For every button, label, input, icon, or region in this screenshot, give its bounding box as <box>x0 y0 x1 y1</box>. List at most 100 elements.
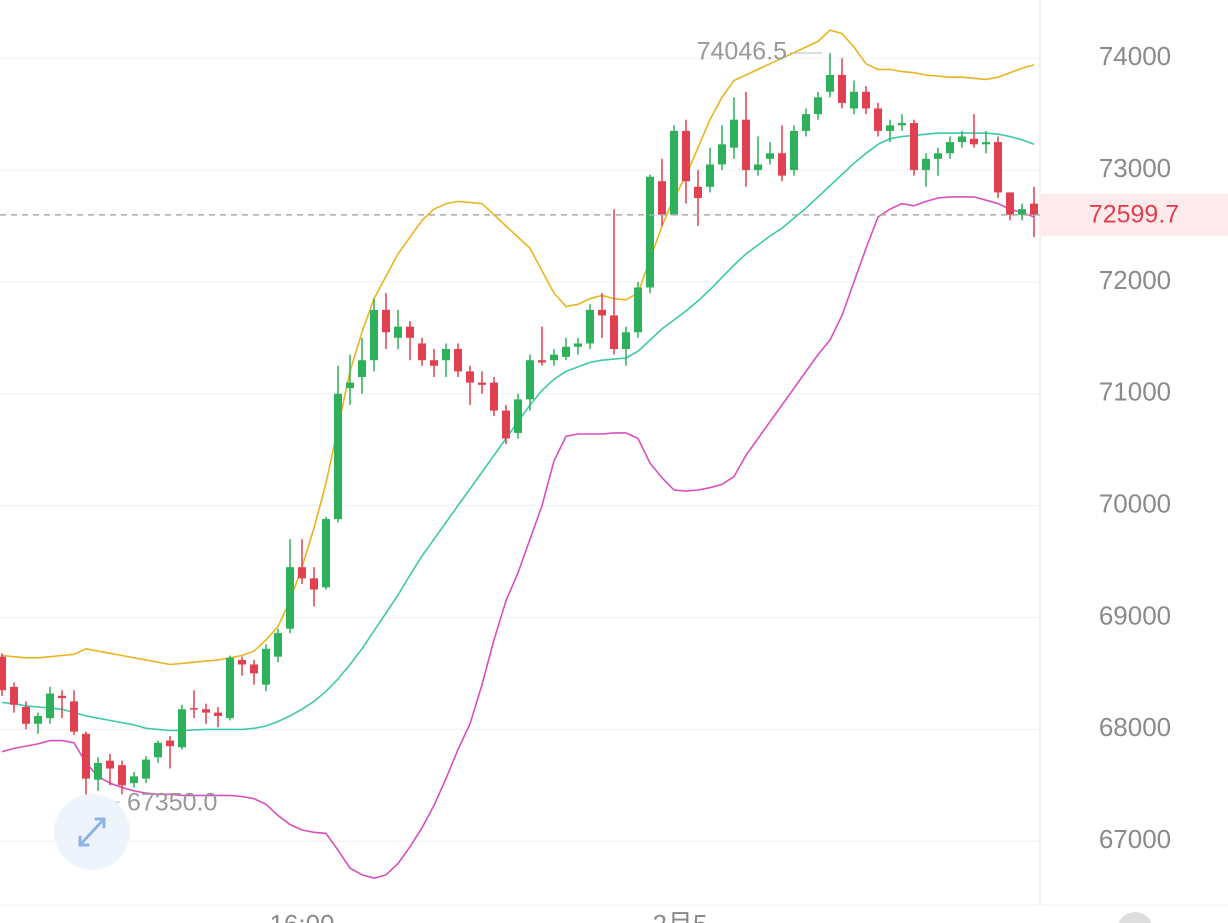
candle-body <box>1030 203 1038 215</box>
candle-body <box>874 108 882 131</box>
candle-body <box>502 410 510 439</box>
candle-body <box>250 664 258 674</box>
candle-body <box>790 130 798 171</box>
candle-body <box>22 706 30 724</box>
candle-body <box>34 715 42 724</box>
candle-body <box>394 326 402 338</box>
candle-body <box>466 371 474 383</box>
candle-body <box>226 657 234 719</box>
candle-body <box>742 119 750 171</box>
candle-body <box>766 153 774 159</box>
zoom-button[interactable] <box>54 794 130 870</box>
candle-body <box>562 346 570 357</box>
candle-body <box>586 309 594 344</box>
candle-body <box>994 142 1002 193</box>
candle-body <box>598 309 606 316</box>
y-tick-label: 70000 <box>1099 489 1171 519</box>
candle-body <box>706 164 714 187</box>
candle-body <box>610 315 618 350</box>
candle-body <box>1018 209 1026 215</box>
candle-body <box>898 123 906 126</box>
candle-body <box>802 114 810 131</box>
candle-body <box>130 776 138 784</box>
min-label: 67350.0 <box>127 789 217 817</box>
band-line <box>1 196 1035 880</box>
band-line <box>1 29 1035 666</box>
candle-body <box>298 567 306 579</box>
y-tick-label: 74000 <box>1099 41 1171 71</box>
candle-body <box>574 343 582 347</box>
candle-body <box>286 567 294 629</box>
candle-body <box>442 349 450 361</box>
candle-body <box>622 332 630 350</box>
candle-body <box>418 343 426 361</box>
y-tick-label: 69000 <box>1099 600 1171 630</box>
candle-body <box>190 708 198 710</box>
candle-body <box>538 360 546 363</box>
plot: 67000 68000 69000 70000 71000 72000 73000 74000… <box>0 29 1228 923</box>
candle-body <box>94 762 102 780</box>
candle-body <box>778 153 786 176</box>
last-price-label: 72599.7 <box>1089 200 1179 228</box>
candle-body <box>358 360 366 377</box>
candle-body <box>550 354 558 361</box>
candle-body <box>826 74 834 92</box>
candle-body <box>46 693 54 719</box>
candle-body <box>310 578 318 590</box>
candle-body <box>166 740 174 747</box>
y-tick-label: 72000 <box>1099 265 1171 295</box>
candle-body <box>370 309 378 361</box>
y-tick-label: 71000 <box>1099 377 1171 407</box>
candle-body <box>862 91 870 109</box>
candle-body <box>106 760 114 769</box>
max-label: 74046.5 <box>697 38 787 66</box>
candle-body <box>346 382 354 389</box>
candle-body <box>82 733 90 779</box>
candle-body <box>646 176 654 288</box>
candle-body <box>1006 192 1014 215</box>
candle-body <box>970 138 978 145</box>
candle-body <box>382 309 390 333</box>
candle-body <box>730 119 738 148</box>
candle-body <box>478 382 486 385</box>
candle-body <box>658 181 666 215</box>
candle-body <box>838 74 846 103</box>
candle-body <box>70 701 78 732</box>
scroll-button[interactable] <box>1117 912 1153 923</box>
candle-body <box>238 660 246 665</box>
candle-body <box>634 287 642 333</box>
candle-body <box>910 123 918 171</box>
candle-body <box>982 142 990 145</box>
candle-body <box>694 186 702 199</box>
candle-body <box>718 144 726 165</box>
candle-body <box>886 125 894 131</box>
candle-body <box>670 130 678 215</box>
zoom-icon[interactable] <box>78 817 106 847</box>
candle-body <box>754 164 762 171</box>
candle-body <box>118 765 126 786</box>
candle-body <box>958 136 966 143</box>
candle-body <box>814 97 822 115</box>
candle-body <box>10 686 18 705</box>
candle-body <box>946 142 954 154</box>
x-tick-label: 2月5 <box>653 909 708 923</box>
candle-body <box>202 709 210 713</box>
candle-body <box>922 158 930 171</box>
candle-body <box>334 393 342 520</box>
candle-body <box>850 91 858 109</box>
candle-body <box>262 648 270 685</box>
last-price-box <box>1040 193 1228 236</box>
candle-body <box>682 130 690 182</box>
x-tick-label: 16:00 <box>269 909 334 923</box>
candle-body <box>934 153 942 159</box>
y-tick-label: 73000 <box>1099 153 1171 183</box>
candle-body <box>58 695 66 699</box>
candle-body <box>490 382 498 411</box>
candle-body <box>154 742 162 758</box>
candle-body <box>0 656 6 691</box>
candle-body <box>430 360 438 366</box>
candle-body <box>178 709 186 748</box>
y-tick-label: 68000 <box>1099 712 1171 742</box>
